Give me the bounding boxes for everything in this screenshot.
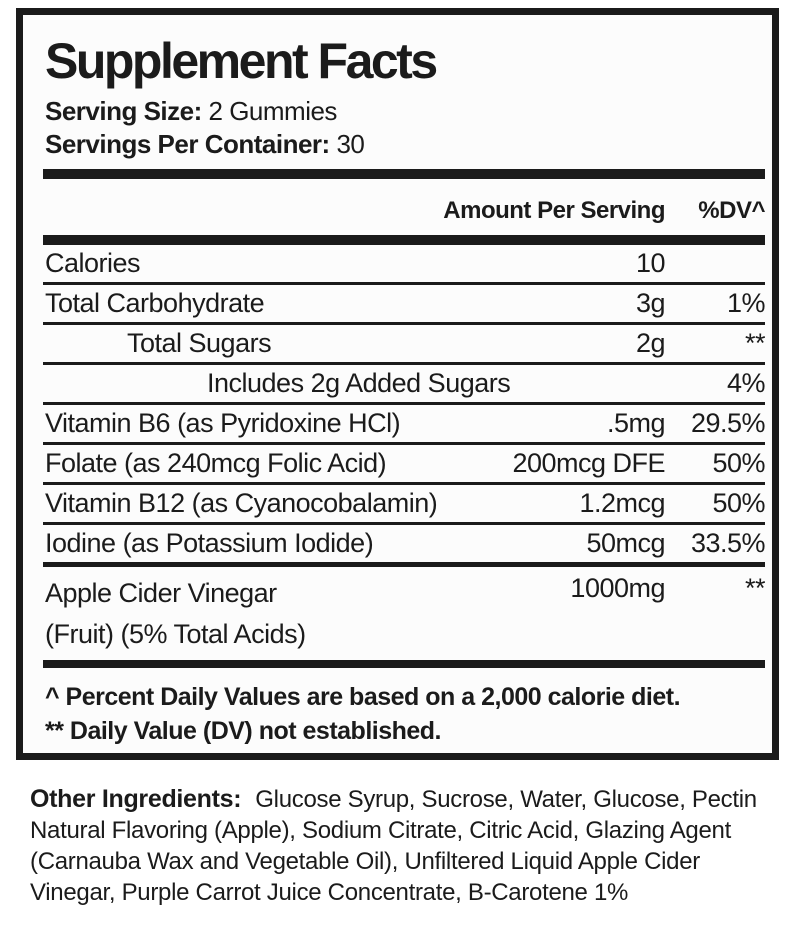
serving-size-value: 2 Gummies [208, 96, 338, 126]
servings-per-container-label: Servings Per Container: [45, 129, 330, 159]
serving-size-label: Serving Size: [45, 96, 202, 126]
servings-per-container-line: Servings Per Container: 30 [45, 128, 765, 161]
nutrient-dv: 4% [726, 368, 766, 398]
nutrient-name: Apple Cider Vinegar (Fruit) (5% Total Ac… [43, 573, 570, 655]
nutrient-dv: 29.5% [690, 408, 766, 438]
nutrient-amount: 1.2mcg [579, 488, 665, 518]
nutrient-dv: ** [744, 573, 766, 603]
nutrient-amount: 1000mg [570, 573, 665, 603]
header-amount-per-serving: Amount Per Serving [443, 197, 665, 224]
table-row-apple-cider-vinegar: Apple Cider Vinegar (Fruit) (5% Total Ac… [43, 567, 766, 658]
other-ingredients-section: Other Ingredients: Glucose Syrup, Sucrose… [30, 784, 789, 908]
footnote-percent-dv: ^ Percent Daily Values are based on a 2,… [45, 683, 681, 711]
table-row-total-sugars: Total Sugars 2g ** [43, 325, 766, 365]
other-ingredients-text: Glucose Syrup, Sucrose, Water, Glucose, … [30, 786, 757, 906]
table-row-vitamin-b6: Vitamin B6 (as Pyridoxine HCl) .5mg 29.5… [43, 405, 766, 445]
other-ingredients-label: Other Ingredients: [30, 785, 242, 813]
table-row-added-sugars: Includes 2g Added Sugars 4% [43, 365, 766, 405]
table-header-row: Amount Per Serving %DV^ [43, 179, 765, 235]
nutrient-amount: 2g [635, 328, 666, 358]
nutrient-table: Calories 10 Total Carbohydrate 3g 1% Tot… [43, 245, 766, 658]
nutrient-name: Folate (as 240mcg Folic Acid) [45, 448, 387, 478]
nutrient-dv: 50% [712, 488, 765, 518]
nutrient-name-line1: Apple Cider Vinegar [45, 578, 277, 608]
nutrient-name: Iodine (as Potassium Iodide) [45, 528, 374, 558]
panel-title: Supplement Facts [45, 33, 438, 89]
table-row-vitamin-b12: Vitamin B12 (as Cyanocobalamin) 1.2mcg 5… [43, 485, 766, 525]
nutrient-dv: 33.5% [690, 528, 766, 558]
nutrient-name: Vitamin B12 (as Cyanocobalamin) [45, 488, 438, 518]
table-row-folate: Folate (as 240mcg Folic Acid) 200mcg DFE… [43, 445, 766, 485]
divider-thick-footnote [43, 660, 765, 668]
nutrient-name: Total Carbohydrate [45, 288, 265, 318]
nutrient-amount: 50mcg [586, 528, 665, 558]
nutrient-name: Includes 2g Added Sugars [207, 368, 511, 398]
nutrient-dv: 1% [726, 288, 766, 318]
nutrient-name: Total Sugars [127, 328, 272, 358]
nutrient-amount: 10 [635, 248, 666, 278]
header-percent-dv: %DV^ [698, 197, 765, 224]
table-row-calories: Calories 10 [43, 245, 765, 285]
supplement-facts-panel: Supplement Facts Serving Size: 2 Gummies… [16, 8, 779, 760]
divider-thick-header [43, 235, 765, 245]
nutrient-name: Calories [45, 248, 141, 278]
nutrient-dv: ** [744, 328, 766, 358]
table-row-total-carbohydrate: Total Carbohydrate 3g 1% [43, 285, 766, 325]
nutrient-name-line2: (Fruit) (5% Total Acids) [45, 619, 306, 649]
table-row-iodine: Iodine (as Potassium Iodide) 50mcg 33.5% [43, 525, 766, 567]
nutrient-name: Vitamin B6 (as Pyridoxine HCl) [45, 408, 401, 438]
footnote-dv-not-established: ** Daily Value (DV) not established. [45, 717, 442, 745]
nutrient-dv: 50% [712, 448, 765, 478]
divider-thick-top [43, 169, 765, 179]
nutrient-amount: 3g [635, 288, 666, 318]
servings-per-container-value: 30 [336, 129, 365, 159]
serving-size-line: Serving Size: 2 Gummies [45, 95, 765, 128]
nutrient-amount: 200mcg DFE [512, 448, 665, 478]
footnotes: ^ Percent Daily Values are based on a 2,… [43, 668, 765, 748]
nutrient-amount: .5mg [606, 408, 666, 438]
